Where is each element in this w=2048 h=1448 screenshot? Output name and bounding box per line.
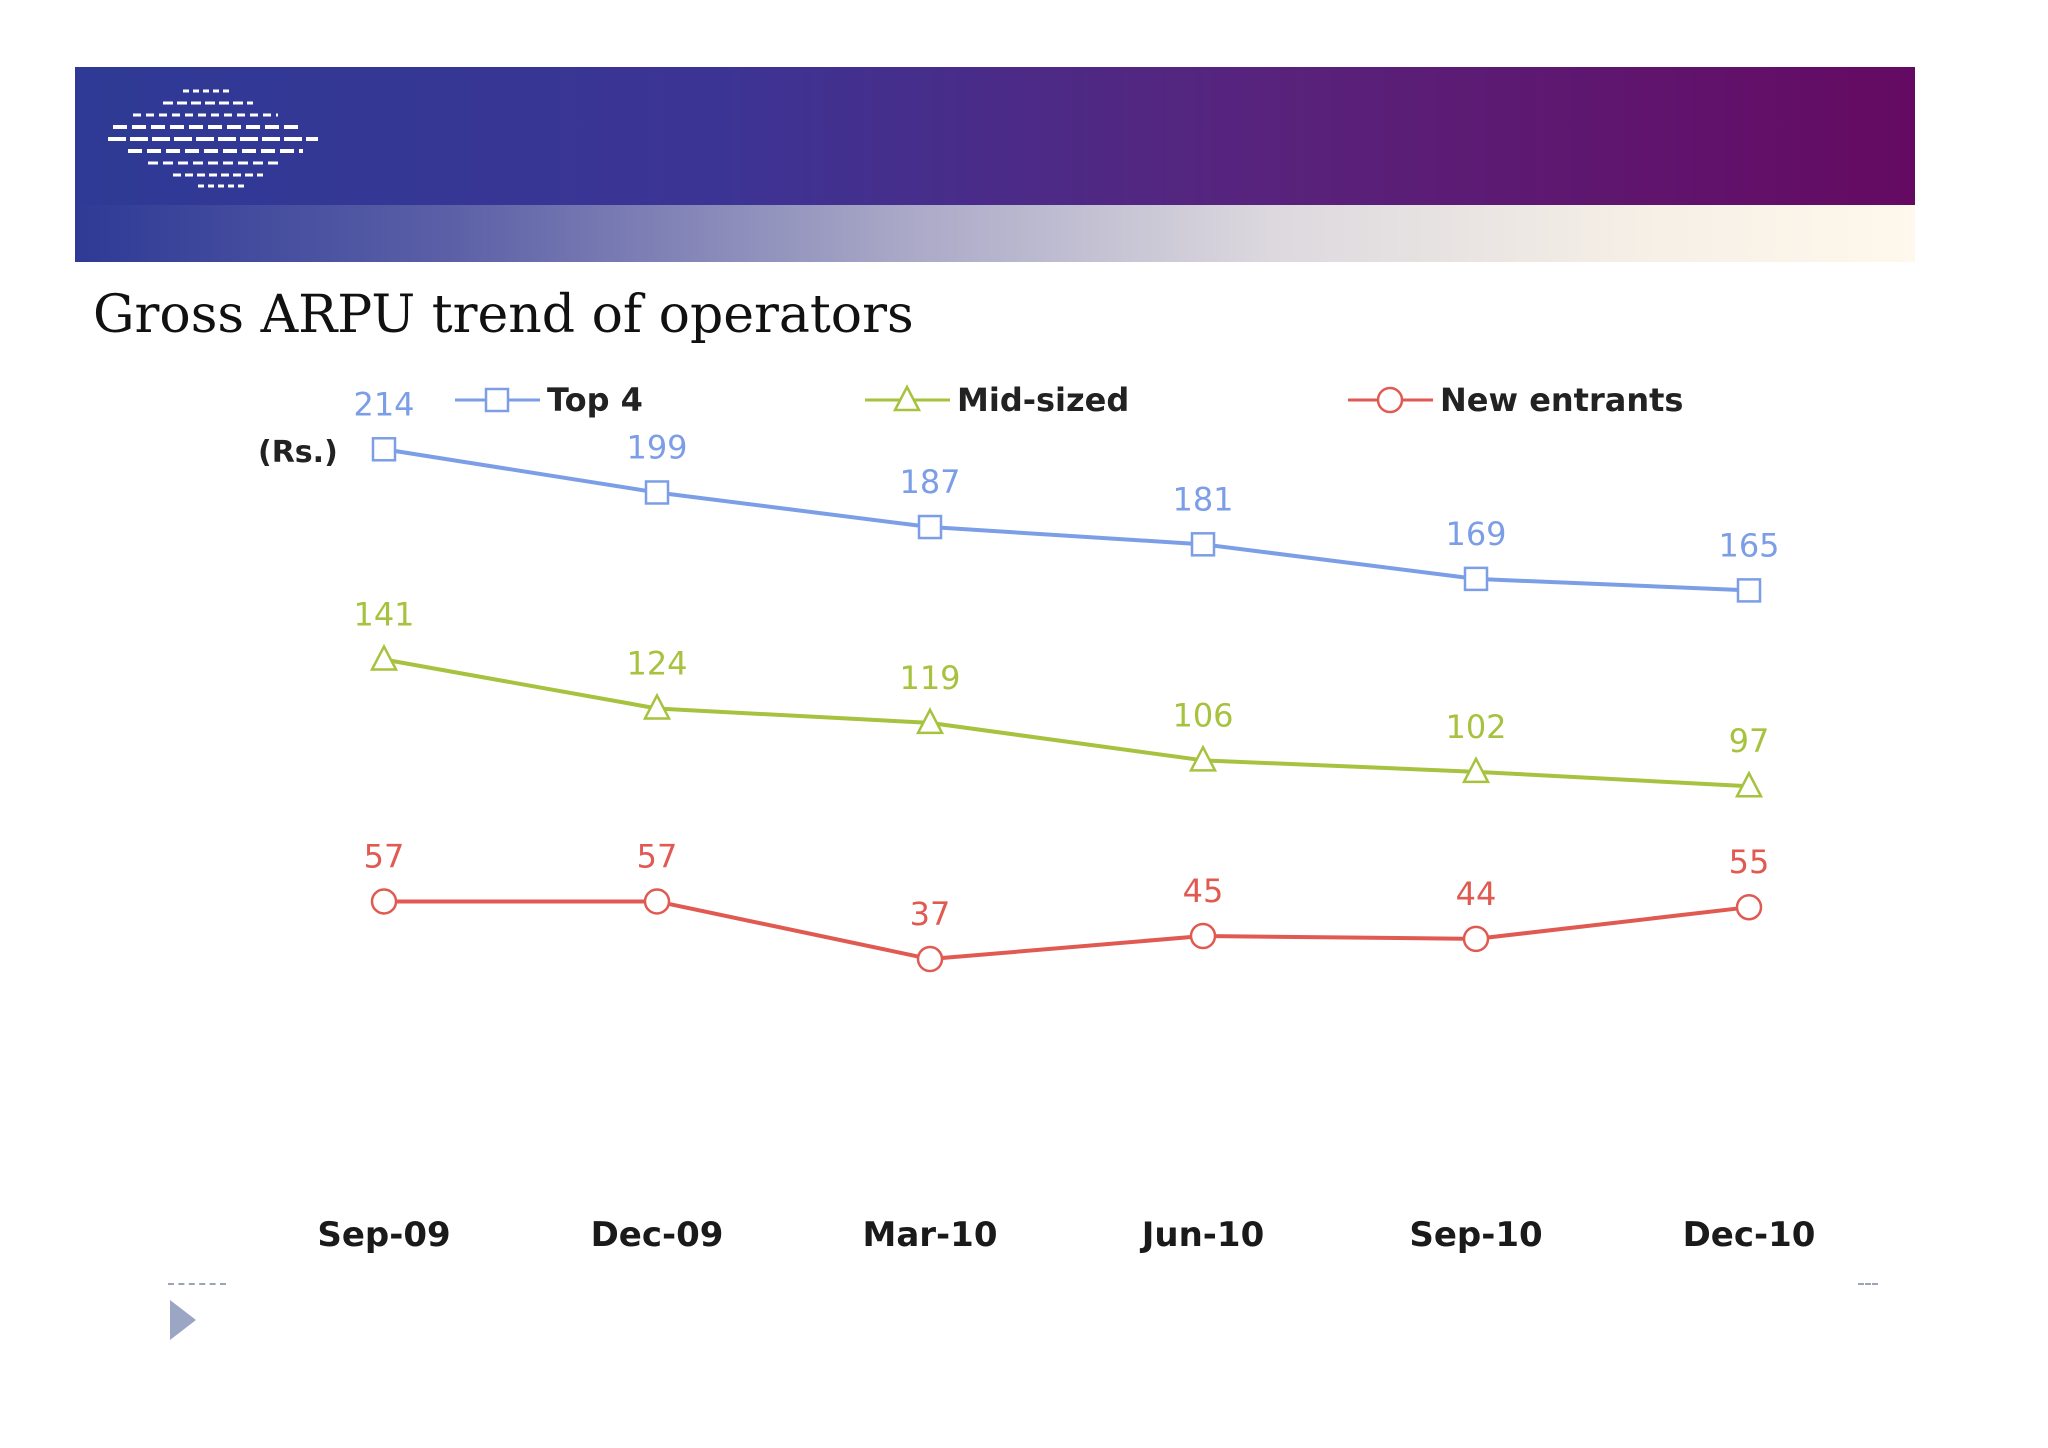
- data-point: [1190, 532, 1216, 557]
- data-label: 124: [626, 644, 687, 682]
- legend-marker: [484, 387, 510, 413]
- legend-marker: [1376, 386, 1404, 414]
- chart-legend: Top 4 Mid-sized New entrants: [455, 381, 1683, 419]
- y-axis-unit-label: (Rs.): [258, 435, 338, 470]
- data-point: [371, 437, 397, 462]
- x-tick-label: Dec-09: [591, 1215, 724, 1255]
- data-label: 45: [1183, 872, 1224, 910]
- footer-divider-right: [1858, 1283, 1878, 1285]
- data-label: 169: [1445, 515, 1506, 553]
- data-point: [1735, 893, 1763, 921]
- data-label: 187: [899, 463, 960, 501]
- data-point: [916, 945, 944, 973]
- legend-label: New entrants: [1440, 381, 1683, 419]
- data-label: 181: [1172, 480, 1233, 518]
- legend-item-1: Top 4: [455, 381, 643, 419]
- banner-gradient-band: [75, 205, 1915, 262]
- x-tick-label: Mar-10: [863, 1215, 998, 1255]
- data-point: [1736, 578, 1762, 603]
- banner-top-band: [75, 67, 1915, 205]
- series-line: [384, 899, 1750, 962]
- series-2: 141 124 119 106 102 97: [353, 596, 1770, 798]
- data-point: [1734, 770, 1764, 798]
- next-slide-arrow-icon[interactable]: [170, 1300, 198, 1340]
- data-point: [1189, 922, 1217, 950]
- data-label: 57: [637, 837, 678, 875]
- data-label: 199: [626, 428, 687, 466]
- data-point: [1188, 744, 1218, 772]
- x-tick-label: Dec-10: [1683, 1215, 1816, 1255]
- data-label: 214: [353, 385, 414, 423]
- data-label: 57: [364, 837, 405, 875]
- x-axis: Sep-09 Dec-09 Mar-10 Jun-10 Sep-10 Dec-10: [317, 1215, 1815, 1255]
- data-label: 165: [1718, 526, 1779, 564]
- legend-label: Mid-sized: [957, 381, 1129, 419]
- data-point: [369, 643, 399, 671]
- data-label: 37: [910, 895, 951, 933]
- data-label: 102: [1445, 708, 1506, 746]
- legend-item-3: New entrants: [1348, 381, 1683, 419]
- data-label: 97: [1729, 722, 1770, 760]
- x-tick-label: Sep-09: [317, 1215, 450, 1255]
- x-tick-label: Jun-10: [1140, 1215, 1265, 1255]
- series-layer: 214 199 187 181 169 165 141 124 119 106 102 97 57 57 3…: [353, 385, 1780, 973]
- data-label: 141: [353, 596, 414, 634]
- series-1: 214 199 187 181 169 165: [353, 385, 1780, 603]
- data-point: [1463, 566, 1489, 592]
- data-label: 119: [899, 659, 960, 697]
- data-point: [644, 480, 670, 505]
- legend-label: Top 4: [547, 381, 643, 419]
- x-tick-label: Sep-10: [1409, 1215, 1542, 1255]
- data-point: [1461, 756, 1491, 784]
- series-line: [383, 657, 1750, 789]
- header-banner: [75, 67, 1915, 262]
- data-point: [643, 888, 671, 915]
- company-logo-icon: [108, 89, 318, 188]
- footer-divider-left: [168, 1283, 226, 1285]
- data-point: [370, 888, 398, 915]
- data-point: [642, 692, 672, 720]
- legend-marker: [892, 384, 922, 412]
- data-label: 106: [1172, 696, 1233, 734]
- data-point: [917, 514, 943, 540]
- data-label: 44: [1456, 875, 1497, 913]
- legend-item-2: Mid-sized: [865, 381, 1129, 419]
- data-point: [915, 707, 945, 735]
- series-line: [383, 447, 1750, 593]
- slide-title: Gross ARPU trend of operators: [93, 285, 914, 345]
- data-point: [1462, 925, 1490, 953]
- data-label: 55: [1729, 843, 1770, 881]
- series-3: 57 57 37 45 44 55: [364, 837, 1770, 973]
